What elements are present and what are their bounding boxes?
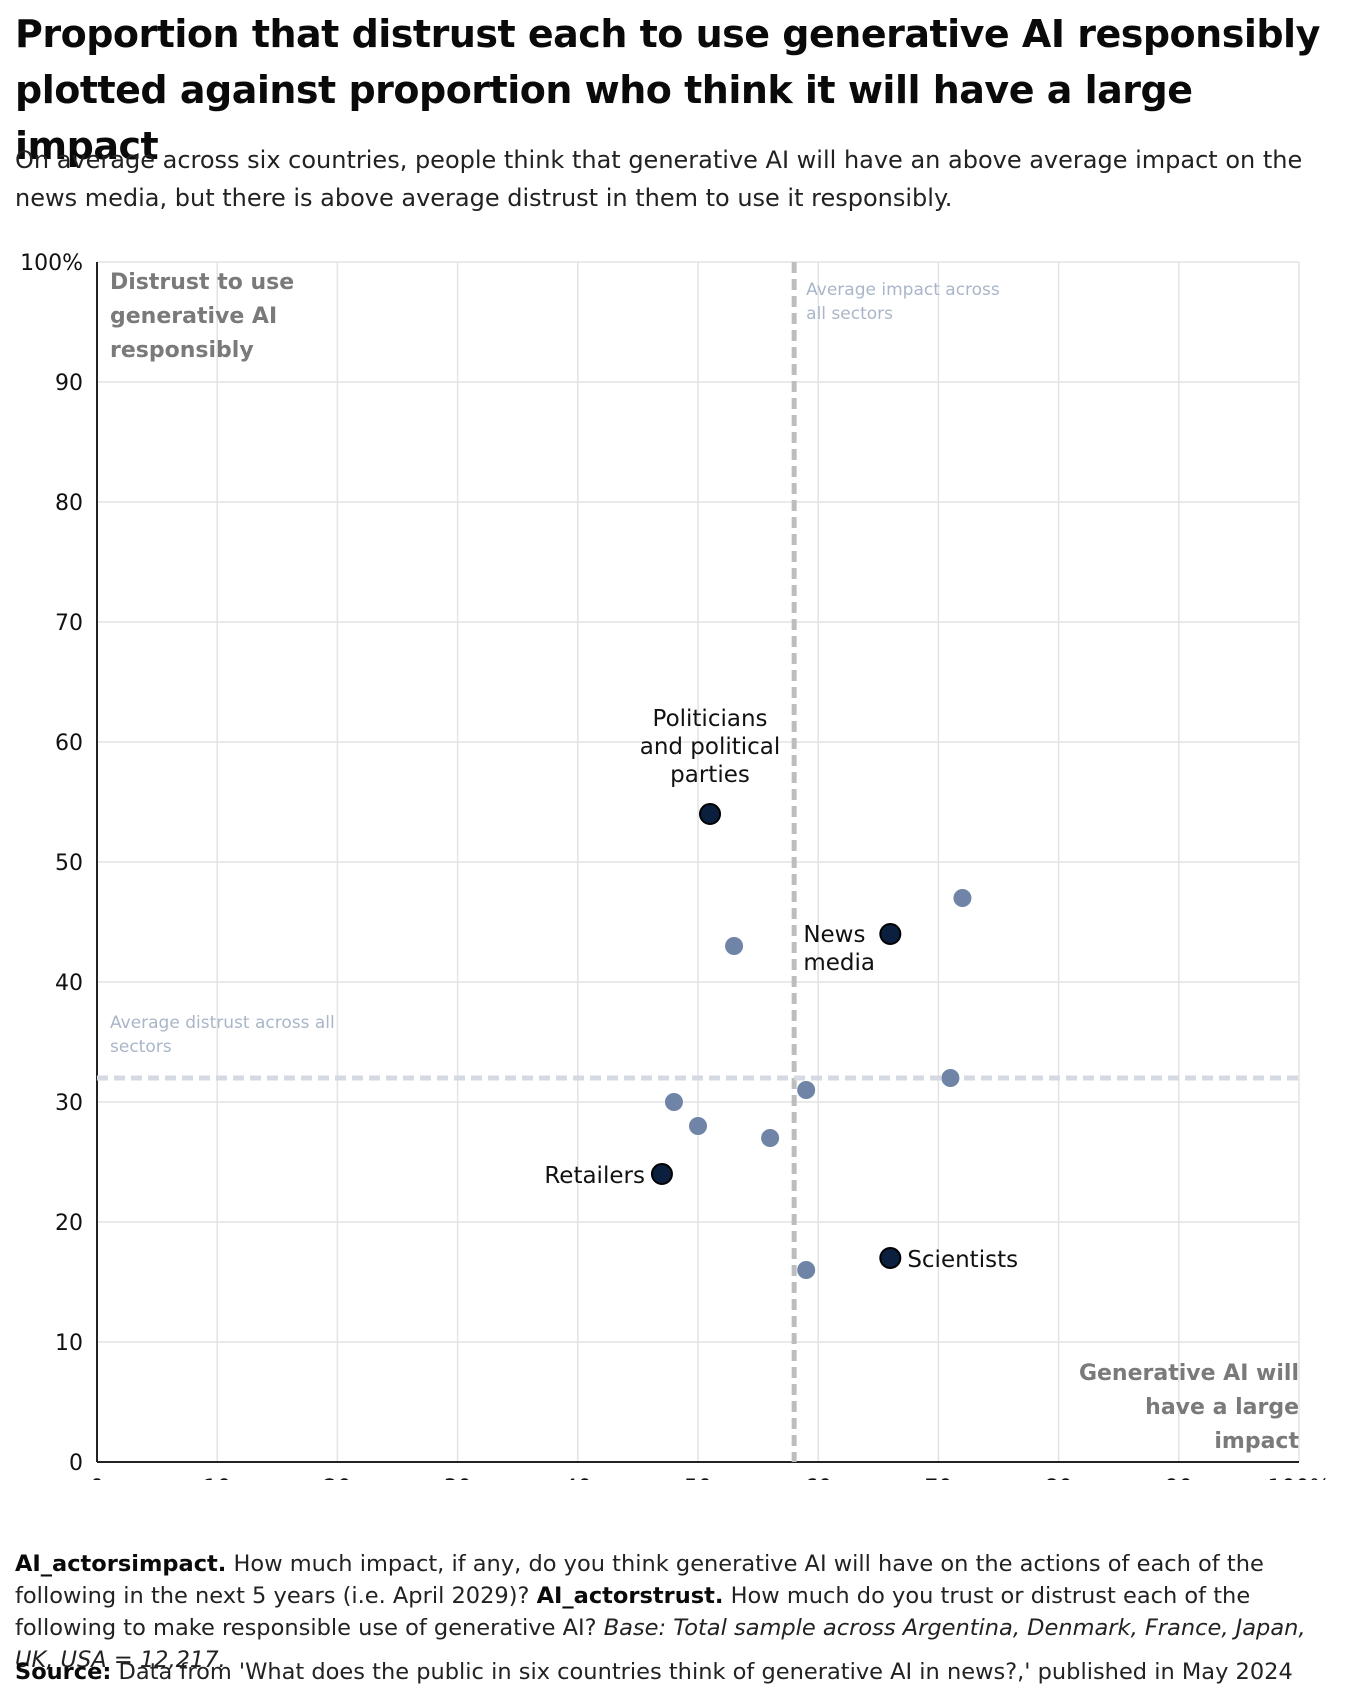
- y-tick-label: 80: [55, 491, 83, 516]
- y-tick-label: 100%: [20, 251, 83, 276]
- y-tick-label: 70: [55, 611, 83, 636]
- data-label: Scientists: [907, 1247, 1018, 1273]
- data-point-highlight: [650, 1163, 673, 1185]
- scatter-chart: 0 10 20 30 40 50 60 70 80 90 100% 0 10 20 30 40 50 60 70 80…: [20, 251, 1331, 1480]
- x-tick-label: 10: [203, 1476, 231, 1480]
- data-point: [941, 1069, 960, 1087]
- data-label: News media: [803, 922, 875, 976]
- chart-subtitle: On average across six countries, people …: [15, 146, 1303, 212]
- data-point-highlight: [879, 923, 902, 945]
- x-tick-label: 90: [1165, 1476, 1193, 1480]
- y-tick-label: 0: [69, 1451, 83, 1476]
- source-label: Source:: [15, 1659, 112, 1685]
- chart-title: Proportion that distrust each to use gen…: [15, 12, 1320, 168]
- avg-impact-label: Average impact across all sectors: [806, 280, 1000, 324]
- data-point: [689, 1117, 707, 1135]
- data-label: Politicians and political parties: [640, 706, 781, 788]
- data-point: [664, 1093, 683, 1111]
- footnote-q2-text: How much do you trust or distrust each o…: [15, 1583, 1251, 1641]
- footnote-q1-text: How much impact, if any, do you think ge…: [15, 1551, 1264, 1609]
- data-point-highlight: [879, 1247, 902, 1269]
- data-point: [797, 1081, 816, 1099]
- y-tick-label: 40: [55, 971, 83, 996]
- x-tick-label: 30: [444, 1476, 472, 1480]
- data-point: [761, 1129, 780, 1147]
- x-tick-label: 50: [684, 1476, 712, 1480]
- footnote-base: Base: Total sample across Argentina, Den…: [15, 1615, 1306, 1673]
- y-tick-label: 20: [55, 1211, 83, 1236]
- x-tick-label: 0: [90, 1476, 104, 1480]
- footnote: AI_actorsimpact. How much impact, if any…: [15, 1548, 1335, 1676]
- data-point-highlight: [699, 803, 722, 825]
- y-tick-label: 30: [55, 1091, 83, 1116]
- y-tick-label: 90: [55, 371, 83, 396]
- data-point: [797, 1261, 816, 1279]
- data-point: [725, 937, 744, 955]
- source-text: Data from 'What does the public in six c…: [111, 1659, 1293, 1685]
- footnote-q2-code: AI_actorstrust.: [536, 1583, 724, 1609]
- data-label: Retailers: [544, 1163, 645, 1189]
- source-note: Source: Data from 'What does the public …: [15, 1657, 1335, 1687]
- y-tick-label: 60: [55, 731, 83, 756]
- y-tick-label: 50: [55, 851, 83, 876]
- y-axis-title: Distrust to use generative AI responsibly: [110, 270, 294, 363]
- x-tick-label: 70: [924, 1476, 952, 1480]
- x-tick-label: 20: [323, 1476, 351, 1480]
- y-tick-label: 10: [55, 1331, 83, 1356]
- x-tick-label: 40: [564, 1476, 592, 1480]
- footnote-q1-code: AI_actorsimpact.: [15, 1551, 227, 1577]
- x-tick-label: 100%: [1268, 1476, 1331, 1480]
- data-point: [953, 889, 972, 907]
- avg-distrust-label: Average distrust across all sectors: [110, 1013, 335, 1057]
- x-tick-label: 60: [804, 1476, 832, 1480]
- x-axis-title: Generative AI will have a large impact: [1079, 1361, 1300, 1454]
- x-tick-label: 80: [1045, 1476, 1073, 1480]
